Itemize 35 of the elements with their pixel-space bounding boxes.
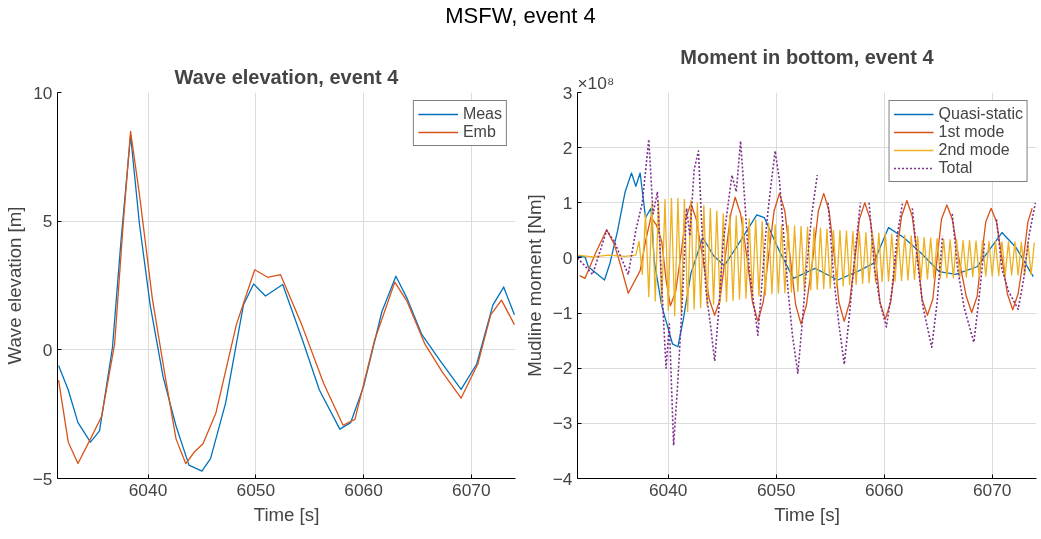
legend-label: 2nd mode xyxy=(938,141,1010,159)
x-axis-title: Time [s] xyxy=(774,503,840,525)
y-tick-label: 10 xyxy=(33,82,53,103)
x-axis-title: Time [s] xyxy=(253,503,320,525)
line-series xyxy=(577,172,1034,348)
legend-label: Emb xyxy=(462,123,496,141)
y-tick-label: 5 xyxy=(42,211,53,232)
y-axis-title: Wave elevation [m] xyxy=(3,206,25,365)
y-tick-label: 0 xyxy=(562,247,573,268)
y-tick-label: 3 xyxy=(562,82,573,103)
y-tick-label: 1 xyxy=(562,192,573,213)
legend-label: Quasi-static xyxy=(938,105,1023,123)
x-tick-label: 6040 xyxy=(128,479,168,500)
legend-label: Total xyxy=(938,159,973,177)
chart-title: Wave elevation, event 4 xyxy=(174,65,400,88)
x-tick-label: 6070 xyxy=(972,479,1012,500)
legend-label: 1st mode xyxy=(938,123,1005,141)
y-tick-label: −1 xyxy=(552,303,573,324)
x-tick-label: 6040 xyxy=(648,479,688,500)
text: MSFW, event 4 xyxy=(445,2,596,30)
y-axis-title: Mudline moment [Nm] xyxy=(523,194,545,377)
y-tick-label: −2 xyxy=(552,358,573,379)
y-tick-label: −5 xyxy=(32,468,53,489)
x-tick-label: 6050 xyxy=(236,479,276,500)
y-tick-label: −3 xyxy=(552,413,573,434)
x-tick-label: 6050 xyxy=(756,479,796,500)
y-tick-label: −4 xyxy=(552,468,573,489)
x-tick-label: 6060 xyxy=(864,479,904,500)
x-tick-label: 6060 xyxy=(344,479,383,500)
y-tick-label: 2 xyxy=(562,137,573,158)
legend-label: Meas xyxy=(462,105,502,123)
annotation: ×10⁸ xyxy=(577,72,615,93)
chart-title: Moment in bottom, event 4 xyxy=(680,45,935,68)
y-tick-label: 0 xyxy=(42,339,53,360)
x-tick-label: 6070 xyxy=(452,479,491,500)
